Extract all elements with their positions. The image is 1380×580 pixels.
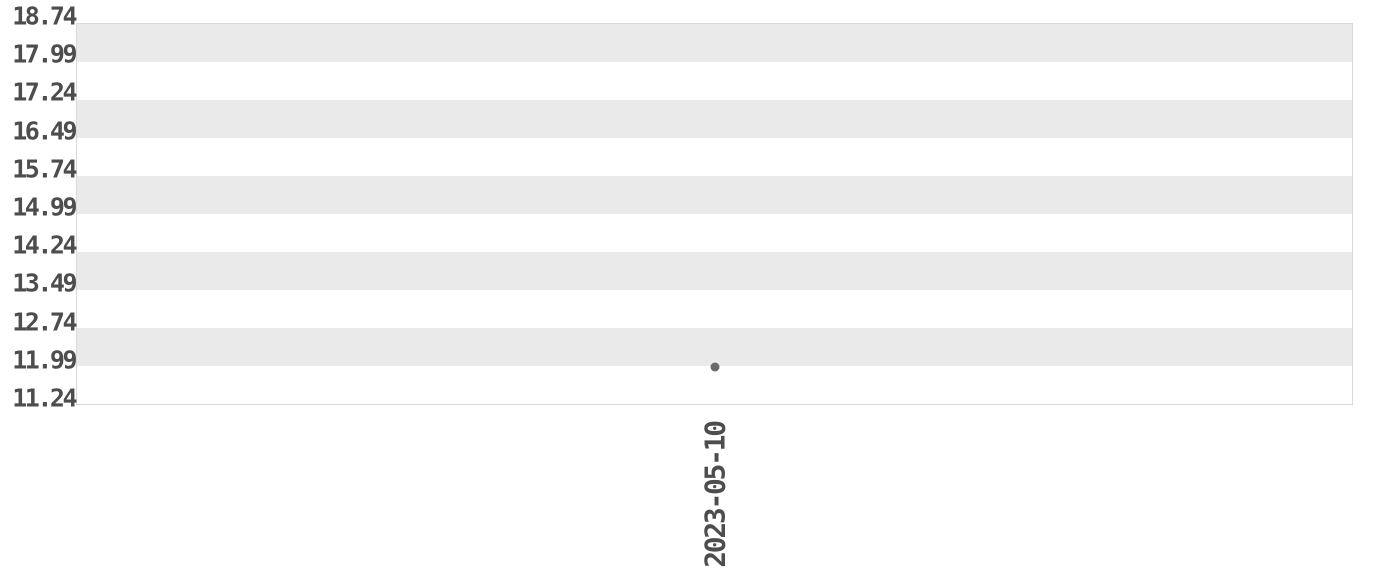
data-point [710, 362, 719, 372]
y-tick-label: 17.99 [12, 39, 77, 69]
grid-band [77, 252, 1352, 290]
y-tick-label: 15.74 [12, 154, 77, 184]
grid-band [77, 24, 1352, 62]
grid-band [77, 138, 1352, 176]
plot-area [76, 23, 1353, 405]
y-tick-label: 13.49 [12, 268, 77, 298]
grid-band [77, 176, 1352, 214]
y-tick-label: 16.49 [12, 116, 77, 146]
grid-band [77, 100, 1352, 138]
y-tick-label: 11.99 [12, 345, 77, 375]
grid-band [77, 328, 1352, 366]
grid-band [77, 290, 1352, 328]
y-tick-label: 14.24 [12, 230, 77, 260]
grid-band [77, 366, 1352, 404]
x-tick-label: 2023-05-10 [698, 422, 731, 568]
y-tick-label: 18.74 [12, 1, 77, 31]
grid-band [77, 62, 1352, 100]
y-tick-label: 12.74 [12, 307, 77, 337]
y-tick-label: 17.24 [12, 77, 77, 107]
grid-band [77, 214, 1352, 252]
y-tick-label: 11.24 [12, 383, 77, 413]
y-tick-label: 14.99 [12, 192, 77, 222]
